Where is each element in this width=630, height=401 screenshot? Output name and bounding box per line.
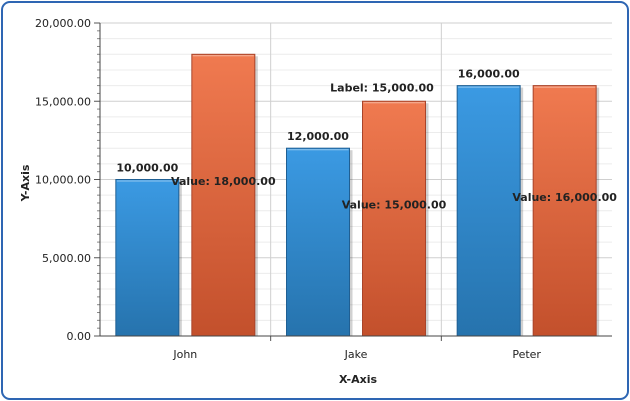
data-label: 16,000.00 [458, 68, 520, 81]
y-tick-label: 15,000.00 [35, 95, 91, 108]
bar-john-series-1 [115, 179, 180, 337]
bar-jake-series-2 [362, 100, 426, 337]
y-tick-label: 0.00 [67, 330, 92, 343]
y-tick-label: 5,000.00 [42, 252, 91, 265]
x-axis-title: X-Axis [339, 373, 378, 386]
x-tick-label: Peter [512, 348, 541, 361]
axes [94, 22, 612, 341]
data-label: Value: 15,000.00 [342, 199, 447, 212]
data-label: Value: 18,000.00 [171, 175, 276, 188]
grid-lines [100, 22, 612, 336]
bar-jake-series-1 [286, 147, 350, 337]
labels: 0.00 5,000.00 10,000.00 15,000.00 20,000.00 J… [35, 17, 617, 361]
bar-peter-series-2 [532, 85, 597, 337]
y-tick-label: 10,000.00 [35, 174, 91, 187]
x-tick-label: John [172, 348, 197, 361]
bar-john-series-2 [191, 53, 256, 337]
data-label: 10,000.00 [116, 162, 178, 175]
data-label: Value: 16,000.00 [512, 191, 617, 204]
x-tick-label: Jake [344, 348, 368, 361]
bar-peter-series-1 [456, 85, 521, 337]
y-axis-title: Y-Axis [19, 164, 32, 202]
annotation-label: Label: 15,000.00 [330, 81, 434, 94]
data-label: 12,000.00 [287, 130, 349, 143]
y-tick-label: 20,000.00 [35, 17, 91, 30]
bars [115, 53, 600, 337]
bar-chart: 0.00 5,000.00 10,000.00 15,000.00 20,000.00 J… [19, 17, 617, 386]
